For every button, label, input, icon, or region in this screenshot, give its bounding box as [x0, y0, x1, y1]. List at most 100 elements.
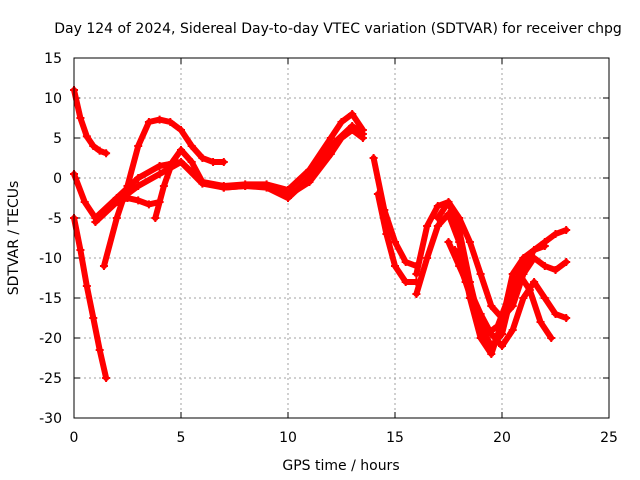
data-point: [76, 246, 85, 254]
series-track-7: [151, 122, 367, 222]
data-point: [401, 258, 410, 266]
data-point: [461, 278, 470, 286]
series-track-9: [373, 190, 421, 286]
series-line: [152, 123, 366, 221]
data-point: [95, 146, 104, 155]
data-point: [348, 110, 357, 118]
data-point: [177, 158, 185, 166]
data-point: [472, 310, 481, 318]
data-point: [547, 334, 556, 342]
x-tick-label: 5: [177, 430, 186, 446]
data-point: [515, 270, 524, 278]
data-point: [159, 182, 168, 190]
data-point: [144, 118, 153, 126]
data-point: [530, 254, 539, 262]
data-point: [551, 266, 560, 274]
data-point: [530, 246, 539, 254]
data-point: [493, 322, 502, 330]
data-point: [433, 222, 442, 230]
data-point: [241, 182, 250, 190]
x-axis-label: GPS time / hours: [282, 458, 399, 474]
y-tick-label: -10: [39, 251, 62, 267]
series-line: [71, 87, 110, 157]
data-point: [412, 290, 421, 298]
data-point: [168, 158, 177, 166]
data-point: [562, 314, 571, 322]
y-tick-label: -20: [39, 331, 62, 347]
data-point: [82, 282, 91, 290]
data-point: [423, 254, 432, 262]
data-point: [423, 222, 432, 230]
data-point: [540, 262, 549, 270]
y-tick-label: -5: [48, 211, 62, 227]
data-point: [450, 246, 459, 254]
data-point: [102, 149, 111, 158]
series-track-14: [450, 246, 556, 342]
data-point: [187, 158, 196, 166]
series-line: [451, 247, 555, 341]
plot-frame: [73, 57, 610, 419]
y-tick-label: 0: [53, 171, 62, 187]
data-point: [465, 238, 474, 246]
y-tick-label: 15: [44, 51, 62, 67]
data-point: [177, 126, 185, 134]
data-point: [219, 158, 228, 166]
series-track-2: [70, 214, 111, 382]
data-series: [70, 86, 571, 382]
data-point: [391, 238, 399, 246]
data-point: [89, 314, 98, 322]
data-point: [151, 214, 160, 222]
data-point: [373, 190, 382, 198]
data-point: [508, 302, 517, 310]
data-point: [540, 294, 549, 302]
data-point: [455, 238, 464, 246]
data-point: [76, 114, 85, 122]
data-point: [209, 158, 218, 166]
data-point: [337, 118, 346, 126]
data-point: [134, 174, 143, 182]
data-point: [508, 326, 517, 334]
data-point: [177, 146, 185, 154]
data-point: [112, 194, 121, 202]
data-point: [483, 330, 492, 338]
y-tick-label: 5: [53, 131, 62, 147]
x-tick-labels: 0 5 10 15 20 25: [70, 430, 618, 446]
x-tick-label: 15: [386, 430, 404, 446]
data-point: [326, 142, 335, 150]
data-point: [444, 198, 453, 206]
data-point: [144, 200, 153, 209]
data-point: [476, 270, 485, 278]
series-line: [374, 191, 420, 285]
data-point: [99, 262, 108, 270]
chart-title: Day 124 of 2024, Sidereal Day-to-day VTE…: [54, 21, 622, 37]
data-point: [326, 134, 335, 142]
x-tick-label: 0: [70, 430, 79, 446]
data-point: [487, 302, 496, 310]
y-tick-label: 10: [44, 91, 62, 107]
axis-ticks: [73, 57, 610, 419]
data-point: [187, 142, 196, 150]
data-point: [562, 226, 571, 234]
data-point: [89, 142, 98, 150]
data-point: [519, 254, 528, 262]
data-point: [519, 294, 528, 302]
grid: [74, 58, 609, 418]
data-point: [504, 294, 513, 302]
x-tick-label: 10: [279, 430, 297, 446]
series-line: [92, 127, 366, 221]
data-point: [91, 214, 100, 222]
series-track-1: [70, 86, 111, 158]
data-point: [551, 230, 560, 238]
data-point: [525, 286, 534, 294]
data-point: [391, 262, 399, 270]
data-point: [412, 270, 421, 278]
data-point: [134, 142, 143, 150]
data-point: [348, 122, 357, 130]
data-point: [112, 214, 121, 222]
data-point: [444, 238, 453, 246]
y-tick-label: -30: [39, 411, 62, 427]
data-point: [198, 178, 207, 186]
data-point: [382, 230, 391, 238]
data-point: [102, 374, 111, 382]
